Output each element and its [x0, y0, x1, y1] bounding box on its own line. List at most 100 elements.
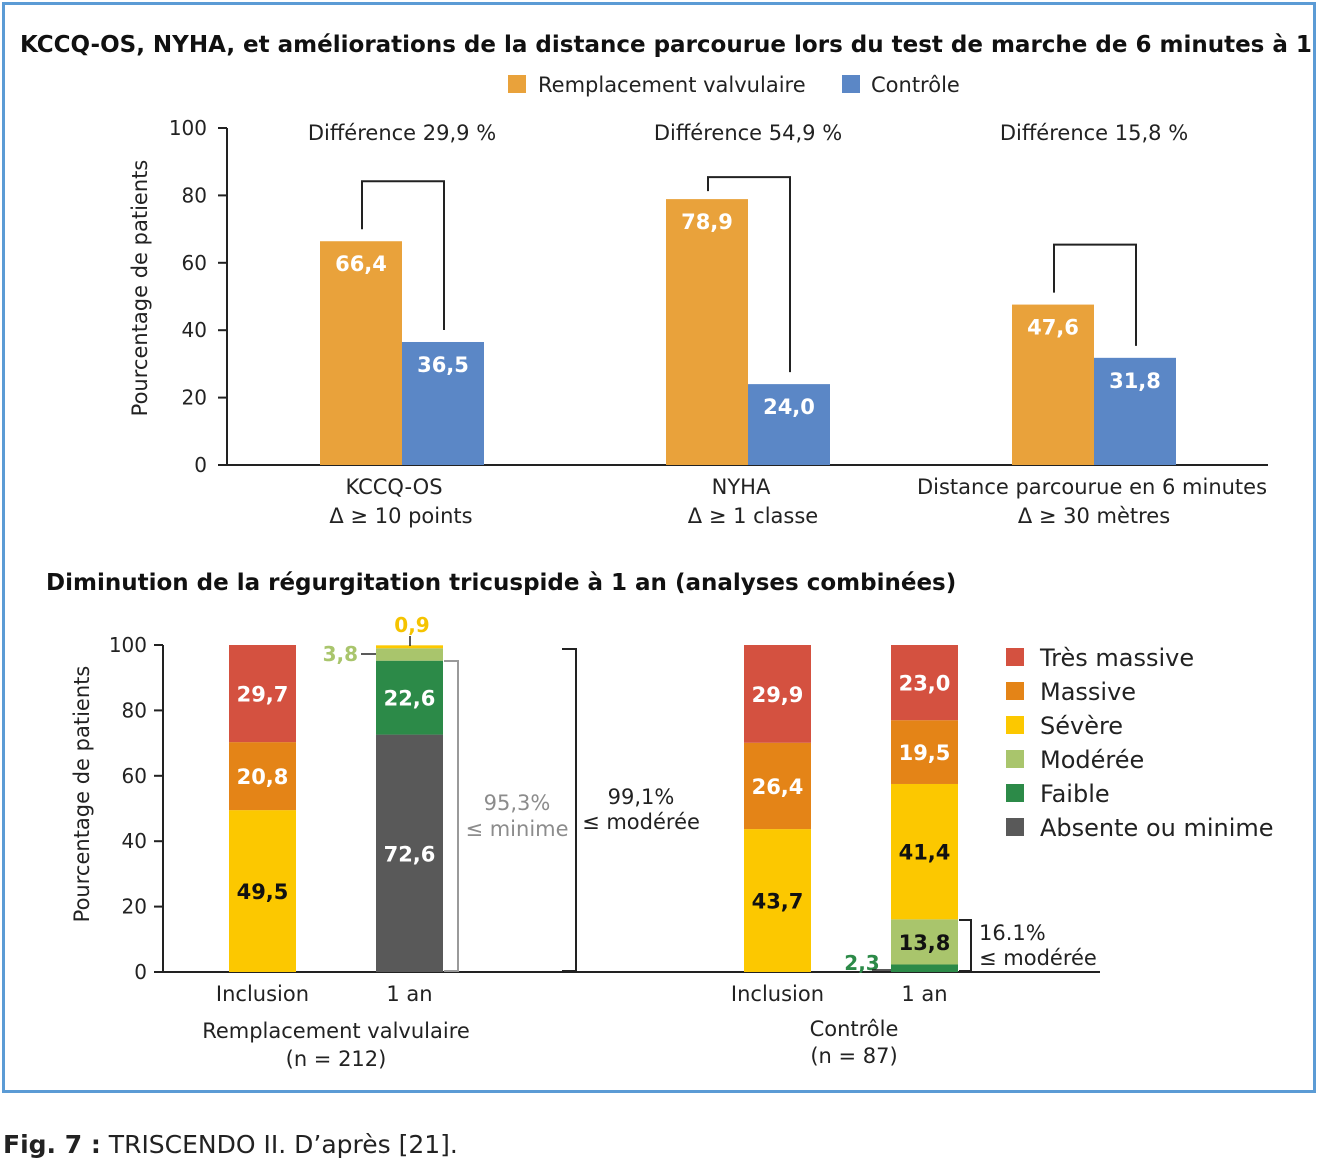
chart1-difference-bracket — [1053, 243, 1137, 346]
chart1-difference-label: Différence 54,9 % — [654, 121, 842, 145]
chart2-segment-label: 29,7 — [237, 683, 289, 707]
chart2-legend-label: Très massive — [1039, 644, 1194, 672]
chart1-marks: 66,4 36,5 Différence 29,9 % KCCQ-OS Δ ≥ 10 p… — [308, 121, 1267, 528]
chart2-segment-label: 49,5 — [237, 880, 289, 904]
chart2-y-tick-label: 0 — [134, 960, 147, 984]
chart2-segment-label: 29,9 — [752, 683, 804, 707]
chart2-y-axis-label: Pourcentage de patients — [70, 666, 94, 923]
chart2-title: Diminution de la régurgitation tricuspid… — [46, 570, 956, 596]
chart1-y-tick-label: 20 — [182, 386, 207, 410]
chart1-category-sublabel: Δ ≥ 1 classe — [688, 504, 818, 528]
chart2-legend-swatch — [1006, 716, 1024, 734]
figure-caption: Fig. 7 : TRISCENDO II. D’après [21]. — [3, 1130, 458, 1159]
chart1-difference-label: Différence 15,8 % — [1000, 121, 1188, 145]
chart1-bar — [1094, 357, 1176, 465]
chart2-y-tick-label: 40 — [122, 829, 147, 853]
chart2-segment — [229, 810, 296, 972]
chart2-bar-label: 1 an — [386, 982, 432, 1006]
chart1-bar-label: 78,9 — [681, 210, 733, 234]
chart2-segment — [229, 645, 296, 743]
chart2-segment — [891, 919, 958, 965]
chart2-segment — [891, 645, 958, 721]
chart2-segment-label: 43,7 — [752, 890, 804, 914]
chart1-bar-label: 66,4 — [335, 252, 387, 276]
legend-swatch-controle — [842, 75, 860, 93]
chart1-y-tick-label: 60 — [182, 251, 207, 275]
chart2-annotation-text: ≤ modérée — [582, 810, 700, 834]
legend-swatch-remplacement — [508, 75, 526, 93]
chart2-segment — [891, 783, 958, 920]
chart2-annotation-text: ≤ minime — [465, 817, 568, 841]
chart2-y-tick-label: 100 — [109, 633, 147, 657]
chart2-segment-label: 23,0 — [899, 672, 951, 696]
chart1-bar-label: 36,5 — [417, 353, 469, 377]
chart1-bar — [320, 241, 402, 465]
chart2-segment — [229, 742, 296, 811]
chart2-callout-label: 3,8 — [323, 642, 358, 666]
chart1-y-axis-label: Pourcentage de patients — [128, 160, 152, 417]
chart2-y-tick-label: 20 — [122, 895, 147, 919]
caption-label: Fig. 7 : — [3, 1130, 101, 1159]
chart2-segment — [376, 734, 443, 972]
chart2-annotation-text: ≤ modérée — [979, 946, 1097, 970]
chart1-y-tick-label: 0 — [194, 453, 207, 477]
chart2-segment — [376, 645, 443, 649]
chart2-legend-label: Absente ou minime — [1040, 814, 1274, 842]
chart2-segment — [744, 829, 811, 972]
chart2-segment-label: 72,6 — [384, 842, 436, 866]
chart2-annotation-value: 99,1% — [608, 785, 675, 809]
chart2-segment — [744, 645, 811, 743]
chart1-difference-bracket — [707, 176, 791, 373]
chart2-y-tick-label: 80 — [122, 698, 147, 722]
chart2-segment — [891, 720, 958, 784]
chart2-group-label: Remplacement valvulaire — [202, 1019, 470, 1043]
chart2-legend-label: Modérée — [1040, 746, 1144, 774]
chart2-legend-label: Faible — [1040, 780, 1110, 808]
chart-improvements: KCCQ-OS, NYHA, et améliorations de la di… — [20, 32, 1320, 528]
chart2-segment — [744, 742, 811, 830]
chart1-difference-label: Différence 29,9 % — [308, 121, 496, 145]
chart2-annotation-value: 16.1% — [979, 921, 1046, 945]
chart1-y-tick-label: 40 — [182, 318, 207, 342]
chart1-category-label: KCCQ-OS — [345, 475, 442, 499]
chart2-legend: Très massive Massive Sévère Modérée Faible Ab… — [1006, 644, 1274, 842]
legend-label-remplacement: Remplacement valvulaire — [538, 73, 806, 97]
figure-frame — [2, 2, 1316, 1093]
chart-tricuspid: Diminution de la régurgitation tricuspid… — [46, 570, 1274, 1071]
chart1-category-sublabel: Δ ≥ 10 points — [329, 504, 472, 528]
chart1-category-label: Distance parcourue en 6 minutes — [917, 475, 1267, 499]
chart2-y-tick-label: 60 — [122, 764, 147, 788]
legend-label-controle: Contrôle — [871, 73, 960, 97]
chart2-callout-label: 0,9 — [394, 613, 429, 637]
chart2-segment-label: 13,8 — [899, 931, 951, 955]
chart2-bracket-moderee — [562, 648, 577, 972]
chart2-legend-swatch — [1006, 682, 1024, 700]
chart1-bar-label: 31,8 — [1109, 369, 1161, 393]
chart1-category-label: NYHA — [712, 475, 771, 499]
chart2-group-label: Contrôle — [810, 1017, 899, 1041]
chart2-segment-label: 26,4 — [752, 775, 804, 799]
chart2-segment-label: 20,8 — [237, 765, 289, 789]
chart1-y-tick-label: 100 — [169, 116, 207, 140]
chart2-bracket-minime — [444, 660, 459, 972]
chart1-bar — [1012, 304, 1094, 465]
chart1-category-sublabel: Δ ≥ 30 mètres — [1018, 504, 1170, 528]
chart1-bar — [402, 341, 484, 465]
chart1-legend: Remplacement valvulaire Contrôle — [508, 73, 960, 97]
chart2-segment — [376, 660, 443, 735]
chart2-segment-label: 22,6 — [384, 687, 436, 711]
chart1-bar-label: 47,6 — [1027, 316, 1079, 340]
chart2-bar-label: 1 an — [901, 982, 947, 1006]
chart2-bracket-controle — [959, 919, 972, 972]
chart2-segment — [891, 964, 958, 972]
caption-text: TRISCENDO II. D’après [21]. — [108, 1130, 458, 1159]
chart2-legend-swatch — [1006, 750, 1024, 768]
chart2-segment-label: 41,4 — [899, 841, 951, 865]
chart2-bar-label: Inclusion — [731, 982, 824, 1006]
chart1-difference-bracket — [361, 180, 445, 330]
chart2-legend-swatch — [1006, 784, 1024, 802]
chart2-segment — [376, 648, 443, 661]
chart2-legend-swatch — [1006, 648, 1024, 666]
